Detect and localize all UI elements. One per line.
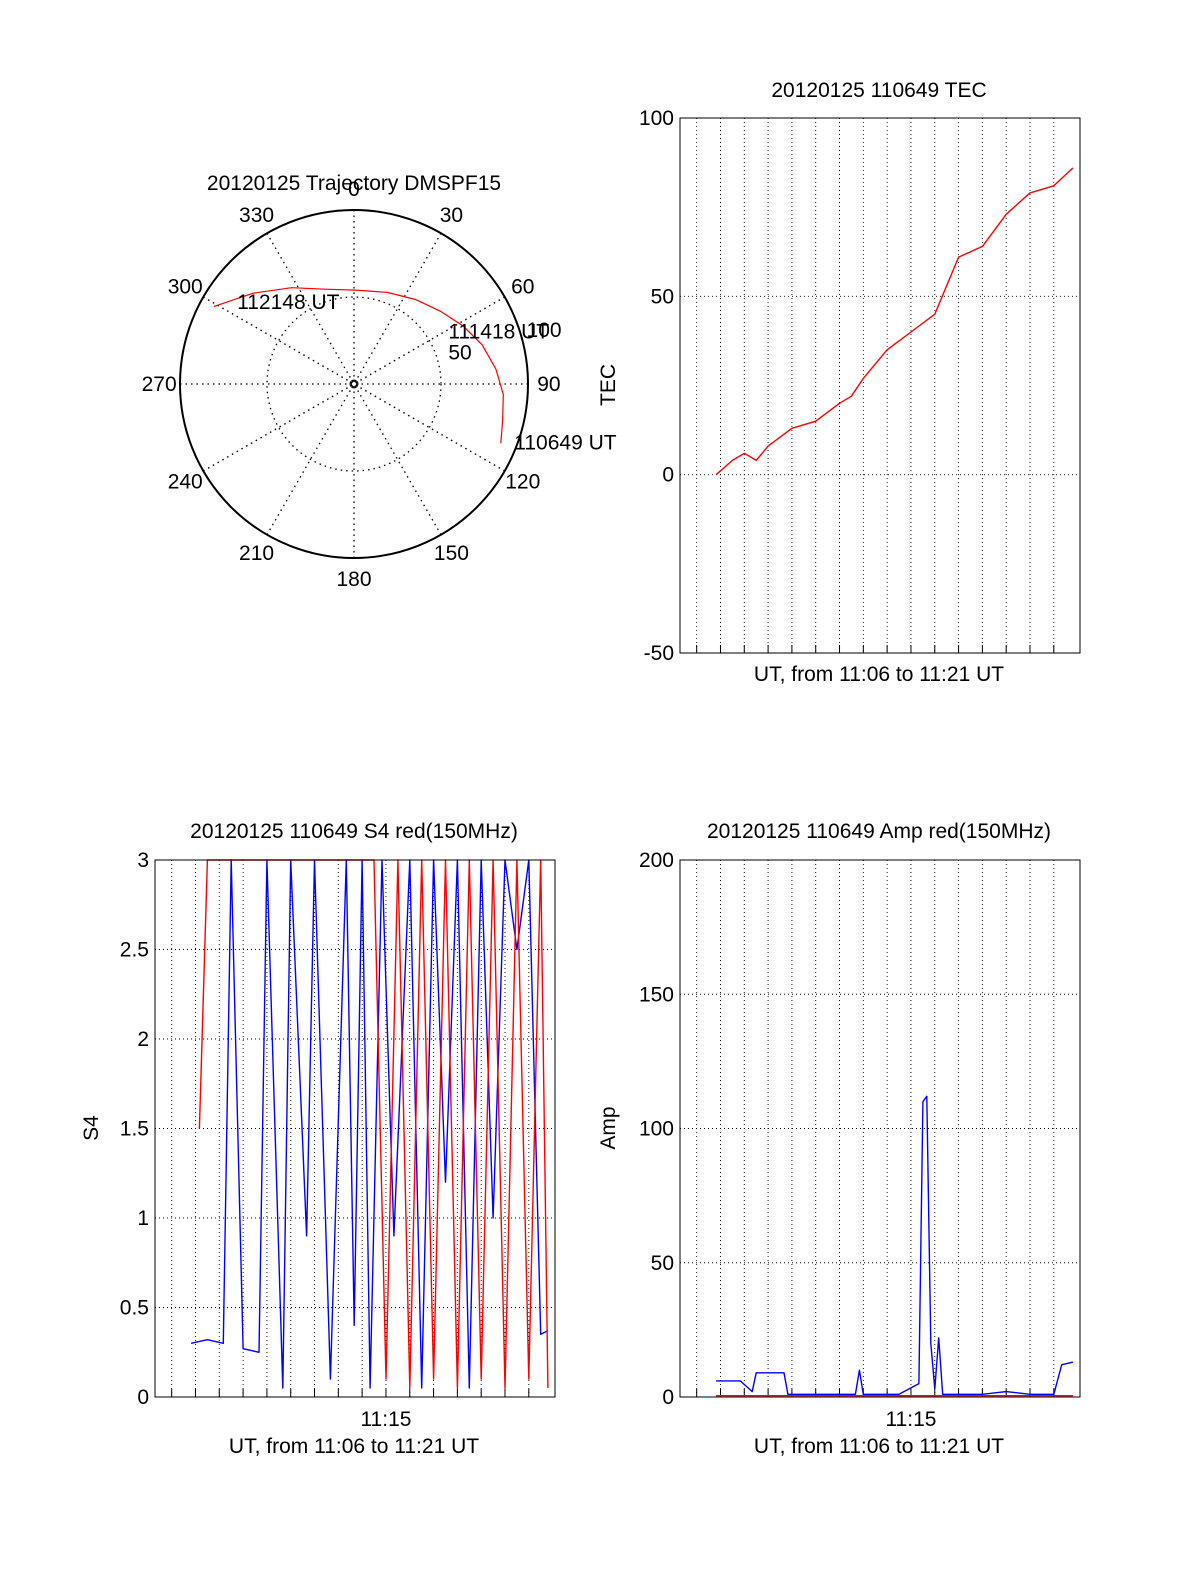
series-line xyxy=(715,167,1074,476)
y-tick-label: 0 xyxy=(662,464,674,487)
y-tick-label: 2 xyxy=(137,1028,149,1051)
polar-angle-label: 300 xyxy=(168,276,203,299)
polar-ring-50 xyxy=(266,296,442,472)
grid xyxy=(680,859,1080,1398)
x-tick-label: 11:15 xyxy=(885,1408,936,1431)
trajectory-time-label: 110649 UT xyxy=(514,431,617,454)
polar-radial-label: 100 xyxy=(527,319,562,342)
y-tick-label: 0 xyxy=(137,1386,149,1409)
y-tick-label: 100 xyxy=(639,107,674,130)
axis-ticks: 0 0.5 1 1.5 2 2.5 3 11:15 xyxy=(120,849,530,1431)
polar-angle-label: 330 xyxy=(239,204,274,227)
polar-angle-label: 60 xyxy=(511,276,534,299)
trajectory-time-label: 112148 UT xyxy=(237,291,340,314)
polar-angle-label: 0 xyxy=(348,178,360,201)
chart-title: 20120125 110649 TEC xyxy=(771,79,986,102)
series-lines xyxy=(716,1095,1074,1397)
y-tick-label: 1 xyxy=(137,1207,149,1230)
y-tick-label: 100 xyxy=(639,1118,674,1141)
y-tick-label: 3 xyxy=(137,849,149,872)
series-line xyxy=(716,1095,1074,1396)
series-line xyxy=(190,859,549,1389)
y-axis-label: S4 xyxy=(80,1115,103,1141)
axis-ticks: 0 50 100 150 200 11:15 xyxy=(639,849,1055,1431)
trajectory-series xyxy=(213,287,504,444)
y-tick-label: 200 xyxy=(639,849,674,872)
trajectory-polar-panel: 20120125 Trajectory DMSPF15 0 30 60 90 120 15… xyxy=(142,172,617,591)
polar-angle-label: 150 xyxy=(434,542,469,565)
polar-grid xyxy=(179,209,529,559)
y-tick-label: 50 xyxy=(651,1252,674,1275)
chart-title: 20120125 Trajectory DMSPF15 xyxy=(207,172,501,195)
y-tick-label: 0 xyxy=(662,1386,674,1409)
plot-frame xyxy=(679,859,1081,1398)
chart-title: 20120125 110649 Amp red(150MHz) xyxy=(707,820,1051,843)
y-tick-label: 0.5 xyxy=(120,1297,149,1320)
chart-title: 20120125 110649 S4 red(150MHz) xyxy=(190,820,518,843)
y-axis-label: TEC xyxy=(597,364,620,406)
y-tick-label: 2.5 xyxy=(120,939,149,962)
trajectory-line xyxy=(213,287,504,444)
polar-radial-label: 50 xyxy=(448,341,471,364)
polar-angle-label: 120 xyxy=(505,470,540,493)
polar-angle-label: 210 xyxy=(239,542,274,565)
polar-angle-label: 270 xyxy=(142,373,177,396)
x-axis-label: UT, from 11:06 to 11:21 UT xyxy=(754,663,1004,686)
polar-angle-label: 90 xyxy=(537,373,560,396)
x-axis-label: UT, from 11:06 to 11:21 UT xyxy=(229,1435,479,1458)
polar-angle-labels: 0 30 60 90 120 150 180 210 240 270 300 330 50 100 xyxy=(142,178,562,591)
x-axis-label: UT, from 11:06 to 11:21 UT xyxy=(754,1435,1004,1458)
trajectory-time-label: 111418 UT xyxy=(448,321,549,344)
polar-angle-label: 180 xyxy=(336,568,371,591)
y-tick-label: 1.5 xyxy=(120,1118,149,1141)
series-lines xyxy=(715,167,1074,476)
axis-ticks: -50 0 50 100 xyxy=(639,107,1055,665)
trajectory-annotations: 112148 UT 111418 UT 110649 UT xyxy=(237,291,617,454)
polar-center-mark xyxy=(349,379,359,389)
plot-frame xyxy=(679,117,1081,654)
plot-frame xyxy=(154,859,556,1398)
tec-panel: 20120125 110649 TEC UT, from 11:06 to 11… xyxy=(597,79,1081,686)
polar-angle-label: 30 xyxy=(440,204,463,227)
y-tick-label: 50 xyxy=(651,285,674,308)
polar-angle-label: 240 xyxy=(168,470,203,493)
x-tick-label: 11:15 xyxy=(360,1408,411,1431)
amp-panel: 20120125 110649 Amp red(150MHz) UT, from… xyxy=(597,820,1081,1458)
s4-panel: 20120125 110649 S4 red(150MHz) UT, from … xyxy=(80,820,556,1458)
y-tick-label: 150 xyxy=(639,983,674,1006)
y-tick-label: -50 xyxy=(644,642,674,665)
y-axis-label: Amp xyxy=(597,1106,620,1149)
